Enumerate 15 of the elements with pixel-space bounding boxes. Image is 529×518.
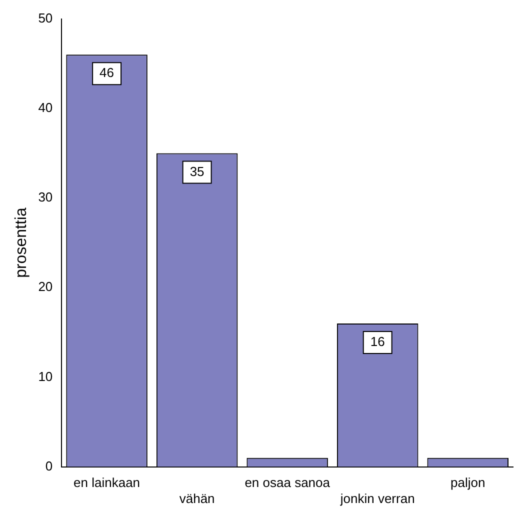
y-tick-label: 10 <box>38 368 53 384</box>
y-axis-title: prosenttia <box>13 208 30 278</box>
data-label: 35 <box>190 164 204 179</box>
y-tick-label: 20 <box>38 279 53 294</box>
y-tick-label: 50 <box>38 10 53 26</box>
y-tick-label: 30 <box>38 190 53 205</box>
x-tick-label: en lainkaan <box>74 475 140 490</box>
data-label: 16 <box>370 334 385 350</box>
data-label: 46 <box>100 65 114 80</box>
x-tick-label: en osaa sanoa <box>244 475 331 490</box>
y-tick-label: 0 <box>45 458 53 474</box>
y-tick-label: 40 <box>38 100 53 115</box>
x-tick-label: paljon <box>450 475 486 490</box>
x-tick-label: jonkin verran <box>339 490 415 506</box>
x-tick-label: vähän <box>179 490 215 506</box>
